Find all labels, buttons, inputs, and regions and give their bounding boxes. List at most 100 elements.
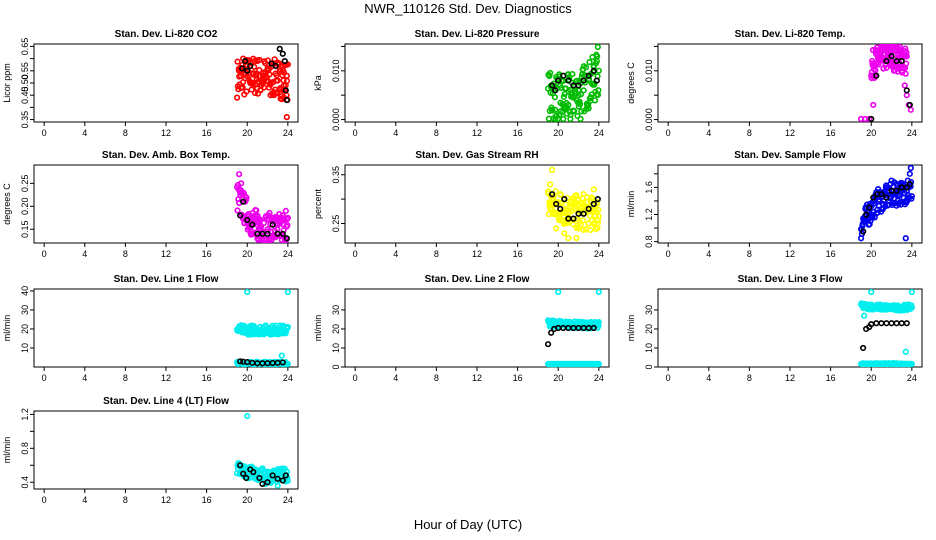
x-tick-label: 16 [826,373,836,383]
y-axis-label: kPa [313,75,323,91]
x-tick-label: 4 [82,249,87,259]
data-point [552,106,559,113]
panel-3: Stan. Dev. Li-820 Temp. degrees C 0 4 8 12 16 2… [626,29,923,138]
data-point [902,348,909,355]
mean-point [893,320,900,327]
x-tick-label: 24 [283,128,293,138]
y-tick-label: 40 [20,286,30,296]
x-tick-label: 16 [202,249,212,259]
x-tick-label: 20 [553,373,563,383]
data-point [578,108,585,115]
x-tick-label: 16 [826,249,836,259]
panel-2: Stan. Dev. Li-820 Pressure kPa 0 4 8 12 16 20 24… [313,29,610,138]
mean-point [903,87,910,94]
panel-1: Stan. Dev. Li-820 CO2 Licor ppm 0 4 8 12 16 20 2… [2,29,299,138]
data-point [595,67,602,74]
panel-8: Stan. Dev. Line 2 Flow ml/min 0 4 8 12 16 20 24 0… [313,274,610,383]
x-tick-label: 16 [826,128,836,138]
data-point [238,180,245,187]
data-point [244,412,251,420]
mean-point [883,194,890,201]
plot-frame [33,43,299,123]
mean-point [585,205,592,212]
y-tick-label: 0.65 [20,38,30,56]
x-tick-label: 0 [666,373,671,383]
y-tick-label: 0.4 [20,476,30,489]
x-tick-label: 0 [42,128,47,138]
data-point [279,212,286,219]
mean-point [250,468,257,476]
data-point [587,226,594,234]
panel-title: Stan. Dev. Amb. Box Temp. [102,150,230,161]
x-tick-label: 24 [907,249,917,259]
mean-point [570,215,577,222]
mean-point [272,62,279,70]
data-point [244,288,251,296]
data-point [591,97,599,104]
data-point [259,465,266,472]
panel-4: Stan. Dev. Amb. Box Temp. degrees C 0 4 8 12 1… [2,150,299,259]
y-tick-label: 0.25 [331,215,341,233]
y-axis-label: Licor ppm [2,63,12,103]
data-point [253,207,260,214]
mean-point [282,87,289,94]
x-tick-label: 4 [82,373,87,383]
data-point [907,164,914,172]
mean-point [870,194,877,201]
data-point [594,220,601,227]
mean-point [548,329,555,336]
y-tick-label: 20 [331,324,341,334]
data-point [595,322,602,329]
data-point [595,319,602,326]
data-point [547,69,554,77]
data-point [233,94,241,101]
x-tick-label: 24 [283,373,293,383]
x-tick-label: 20 [242,373,252,383]
mean-point [243,474,250,482]
data-point [584,198,591,206]
y-tick-label: 0.25 [20,175,30,193]
data-point [577,115,584,123]
y-tick-label: 20 [20,324,30,334]
data-point [874,209,881,216]
data-point [266,71,273,78]
data-point [575,92,582,99]
x-tick-label: 4 [706,128,711,138]
data-point [551,94,559,101]
x-tick-label: 12 [161,495,171,505]
y-tick-label: 10 [331,343,341,353]
y-tick-label: 30 [644,305,654,315]
panel-title: Stan. Dev. Line 2 Flow [425,274,530,285]
data-point [284,222,291,229]
y-tick-label: 0.8 [644,235,654,248]
data-point [283,77,291,84]
data-point [569,70,576,78]
x-tick-label: 16 [202,373,212,383]
x-tick-label: 4 [393,373,398,383]
y-axis-label: percent [313,188,323,219]
data-point [908,360,915,368]
data-point [248,86,255,93]
data-point [280,82,287,89]
mean-point [553,200,560,208]
data-point [274,482,281,489]
y-tick-label: 1.6 [644,181,654,194]
x-tick-label: 0 [42,495,47,505]
mean-point [863,211,870,218]
data-point [902,70,909,77]
x-tick-label: 20 [242,249,252,259]
data-point [555,288,562,296]
x-tick-label: 20 [242,495,252,505]
data-point [264,65,271,72]
data-point [274,77,281,84]
data-point [565,101,572,109]
data-point [257,87,264,94]
data-point [908,304,915,311]
data-point [574,112,581,120]
mean-point [878,191,885,198]
data-point [274,90,281,97]
data-point [257,223,265,230]
data-point [264,57,271,64]
data-point [595,288,602,296]
mean-point [279,230,286,237]
